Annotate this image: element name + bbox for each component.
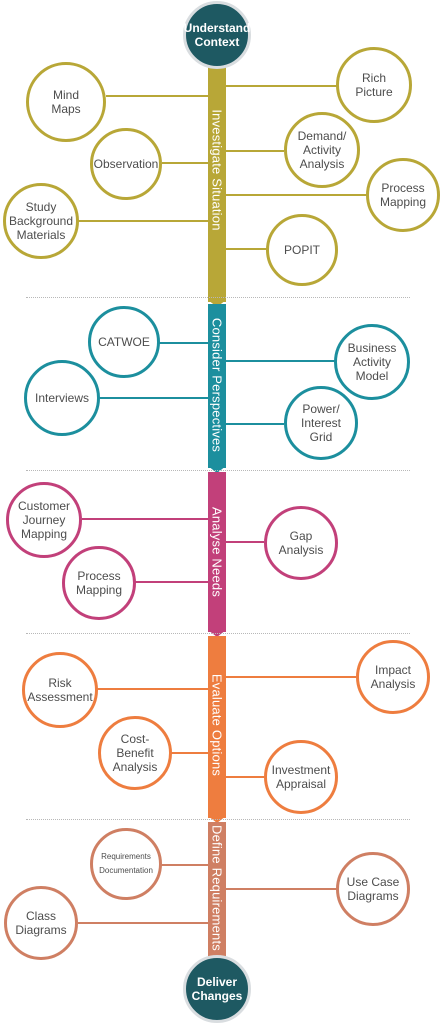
node-label: Process Mapping	[75, 569, 123, 597]
node-business-activity-model: Business Activity Model	[334, 324, 410, 400]
divider-2	[26, 470, 410, 471]
connector	[170, 752, 208, 754]
node-label: Demand/ Activity Analysis	[297, 129, 347, 171]
node-label: Requirements Documentation	[99, 852, 153, 875]
node-demand-activity-analysis: Demand/ Activity Analysis	[284, 112, 360, 188]
node-risk-assessment: Risk Assessment	[22, 652, 98, 728]
stage-label-investigate: Investigate Situation	[209, 109, 225, 231]
connector	[78, 922, 208, 924]
node-interviews: Interviews	[24, 360, 100, 436]
node-gap-analysis: Gap Analysis	[264, 506, 338, 580]
connector	[226, 776, 264, 778]
node-cost-benefit-analysis: Cost- Benefit Analysis	[98, 716, 172, 790]
arrow-investigate	[208, 300, 226, 307]
stage-label-analyse: Analyse Needs	[209, 506, 225, 598]
connector	[158, 342, 208, 344]
node-requirements-documentation: Requirements Documentation	[90, 828, 162, 900]
node-use-case-diagrams: Use Case Diagrams	[336, 852, 410, 926]
connector	[226, 888, 338, 890]
connector	[226, 150, 284, 152]
node-observation: Observation	[90, 128, 162, 200]
node-label: Class Diagrams	[15, 909, 67, 937]
node-label: Gap Analysis	[278, 529, 324, 557]
node-mind-maps: Mind Maps	[26, 62, 106, 142]
node-label: Cost- Benefit Analysis	[112, 732, 158, 774]
node-label: Interviews	[34, 391, 90, 405]
connector	[96, 688, 208, 690]
node-label: Investment Appraisal	[271, 763, 331, 791]
node-investment-appraisal: Investment Appraisal	[264, 740, 338, 814]
node-catwoe: CATWOE	[88, 306, 160, 378]
node-label: Observation	[93, 157, 159, 171]
connector	[82, 518, 208, 520]
connector	[226, 85, 338, 87]
node-class-diagrams: Class Diagrams	[4, 886, 78, 960]
node-study-background-materials: Study Background Materials	[3, 183, 79, 259]
node-process-mapping-2: Process Mapping	[62, 546, 136, 620]
node-label: Study Background Materials	[8, 200, 74, 242]
node-label: Use Case Diagrams	[346, 875, 400, 903]
divider-3	[26, 633, 410, 634]
arrow-consider	[208, 466, 226, 473]
node-label: Customer Journey Mapping	[17, 499, 70, 541]
node-label: Risk Assessment	[27, 676, 93, 704]
spine-consider	[208, 304, 226, 468]
connector	[226, 423, 284, 425]
stage-label-consider: Consider Perspectives	[209, 317, 225, 453]
end-label: Deliver Changes	[191, 975, 243, 1003]
connector	[226, 360, 336, 362]
node-label: Impact Analysis	[370, 663, 416, 691]
end-node: Deliver Changes	[183, 955, 251, 1023]
connector	[98, 397, 208, 399]
node-popit: POPIT	[266, 214, 338, 286]
node-customer-journey-mapping: Customer Journey Mapping	[6, 482, 82, 558]
spine-investigate	[208, 40, 226, 302]
node-label: CATWOE	[98, 335, 150, 349]
spine-analyse	[208, 472, 226, 632]
node-label: POPIT	[283, 243, 320, 257]
start-label: Understand Context	[183, 21, 251, 49]
node-impact-analysis: Impact Analysis	[356, 640, 430, 714]
connector	[226, 194, 368, 196]
connector	[78, 220, 208, 222]
node-process-mapping: Process Mapping	[366, 158, 440, 232]
start-node: Understand Context	[183, 1, 251, 69]
spine-define	[208, 822, 226, 982]
connector	[162, 162, 208, 164]
node-power-interest-grid: Power/ Interest Grid	[284, 386, 358, 460]
connector	[106, 95, 208, 97]
node-label: Process Mapping	[379, 181, 427, 209]
node-label: Business Activity Model	[347, 341, 397, 383]
stage-label-define: Define Requirements	[209, 825, 225, 951]
connector	[160, 864, 208, 866]
node-label: Rich Picture	[355, 71, 393, 99]
spine-evaluate	[208, 636, 226, 818]
connector	[134, 581, 208, 583]
node-label: Power/ Interest Grid	[300, 402, 342, 444]
node-label: Mind Maps	[51, 88, 81, 116]
node-rich-picture: Rich Picture	[336, 47, 412, 123]
connector	[226, 248, 268, 250]
divider-4	[26, 819, 410, 820]
connector	[226, 541, 264, 543]
stage-label-evaluate: Evaluate Options	[209, 673, 225, 777]
divider-1	[26, 297, 410, 298]
connector	[226, 676, 356, 678]
